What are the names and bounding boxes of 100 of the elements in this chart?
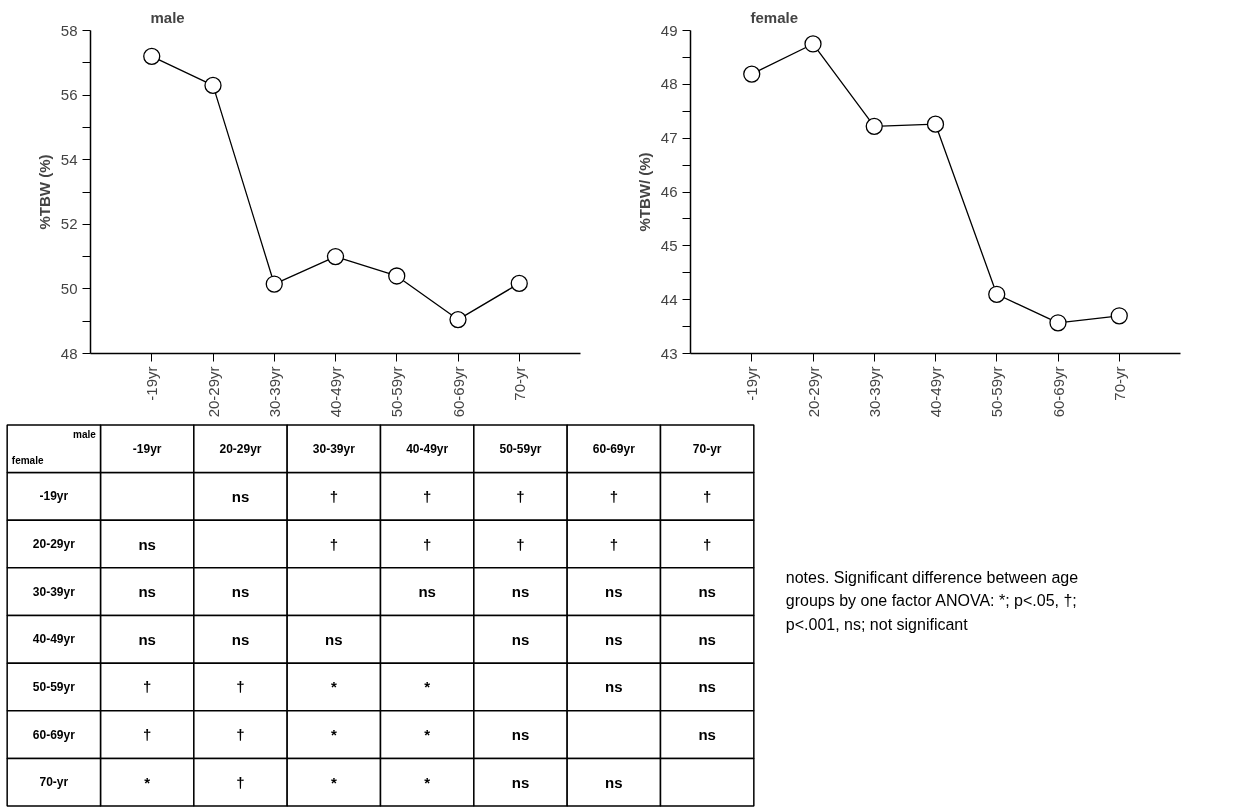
y-tick-label: -19yr [39,489,69,504]
y-tick-label: 49 [660,21,678,39]
x-tick-label: -19yr [743,366,761,401]
text: † [329,487,339,505]
y-tick-label: 52 [60,215,78,233]
point [988,285,1006,303]
x-tick-label: 60-69yr [1049,366,1067,418]
x-tick-label: 20-29yr [219,441,262,456]
point [265,275,283,293]
text: ns [698,630,716,648]
point [326,247,345,266]
x-tick-label: 30-39yr [312,441,356,456]
text: * [144,773,151,791]
text: ns [698,678,716,696]
text: * [330,678,337,696]
text: ns [231,630,250,648]
y-tick-label: 47 [660,129,678,147]
point [1110,307,1128,325]
text: ns [138,630,156,648]
text: † [609,487,619,505]
text: notes. Significant difference between age groups by one factor ANOVA: *; p<.05, †; p<.001, ns; not significant [785,569,1079,633]
text: ns [138,535,156,553]
text: † [143,726,152,744]
text: † [703,535,712,553]
y-tick-label: 40-49yr [32,632,76,647]
x-tick-label: 40-49yr [327,366,344,418]
text: † [236,726,245,744]
text: † [329,535,339,553]
x-tick-label: 40-49yr [406,441,449,456]
x-tick-label: 70-yr [692,441,722,456]
x-tick-label: 70-yr [510,366,528,401]
y-tick-label: 30-39yr [32,584,76,599]
x-tick-label: -19yr [132,441,162,456]
y-tick-label: 44 [660,290,678,308]
point [388,267,406,285]
text: † [236,678,245,696]
text: ns [231,487,250,505]
y-tick-label: 45 [660,236,678,254]
point [449,310,467,329]
chart-title: female [750,8,799,26]
x-tick-label: 60-69yr [592,441,636,456]
y-tick-label: 48 [60,344,78,362]
y-tick-label: 54 [60,150,78,168]
x-axis-title: male [73,428,97,440]
x-tick-label: 50-59yr [988,366,1006,418]
y-tick-label: 60-69yr [32,727,76,742]
y-tick-label: 20-29yr [32,537,76,552]
point [510,274,528,293]
text: ns [511,773,530,791]
y-tick-label: 70-yr [39,775,69,790]
text: † [703,487,712,505]
x-tick-label: 60-69yr [449,366,467,418]
text: * [424,726,431,744]
x-tick-label: 40-49yr [927,366,944,418]
text: ns [698,583,716,601]
point [804,35,822,53]
text: ns [605,630,623,648]
point [1049,314,1067,332]
x-tick-label: 20-29yr [804,366,822,418]
text: † [423,535,432,553]
text: ns [605,678,623,696]
x-tick-label: 50-59yr [499,441,542,456]
x-tick-label: 30-39yr [865,366,883,418]
text: ns [325,630,343,648]
x-tick-label: 50-59yr [388,366,406,418]
text: ns [511,726,530,744]
y-tick-label: 43 [660,344,678,362]
x-tick-label: 70-yr [1110,366,1128,401]
y-tick-label: 46 [660,183,678,200]
y-tick-label: 50-59yr [32,679,76,694]
point [743,65,761,83]
text: * [424,678,431,696]
y-tick-label: 56 [60,86,78,104]
text: ns [511,630,530,648]
point [865,117,883,135]
text: * [330,726,337,744]
x-tick-label: -19yr [143,366,161,401]
text: ns [231,583,250,601]
chart-title: male [150,8,185,26]
y-tick-label: 48 [660,75,678,93]
y-axis-title: %TBW (%) [35,154,53,230]
point [926,115,945,133]
text: ns [138,583,156,601]
text: ns [605,583,623,601]
text: ns [511,583,530,601]
y-axis-title: female [11,455,44,467]
text: † [516,487,525,505]
text: † [609,535,619,553]
y-axis-title: %TBW/ (%) [635,152,653,232]
text: † [236,773,245,791]
text: * [424,773,431,791]
text: † [516,535,525,553]
point [143,47,161,65]
text: * [330,773,337,791]
y-tick-label: 58 [60,21,78,39]
text: ns [605,773,623,791]
text: † [143,678,152,696]
text: ns [698,726,716,744]
point [204,76,222,95]
x-tick-label: 30-39yr [265,366,283,418]
